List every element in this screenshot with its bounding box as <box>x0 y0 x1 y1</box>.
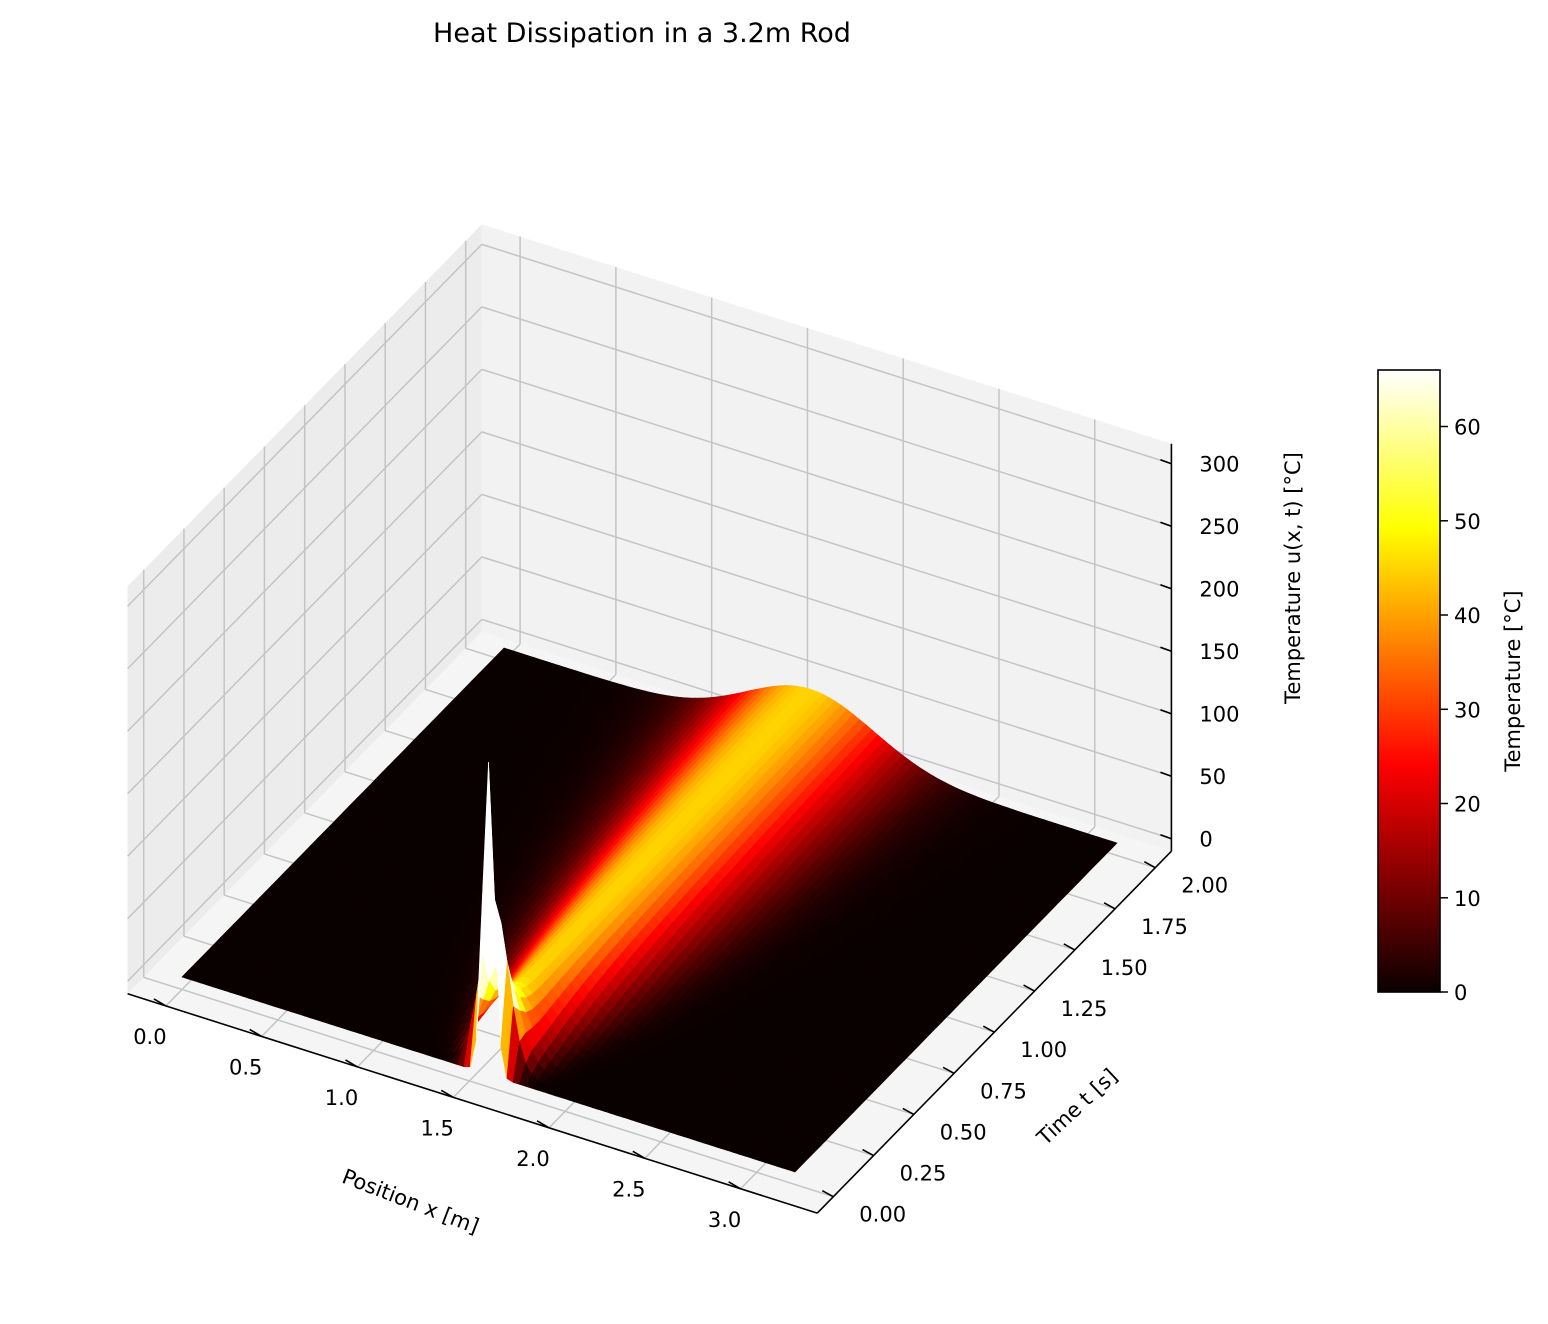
gridline-z-side <box>127 368 483 732</box>
gridline-z-back <box>481 493 1172 715</box>
chart-title: Heat Dissipation in a 3.2m Rod <box>433 18 851 49</box>
gridline-z-side <box>127 306 483 670</box>
gridline-z-back <box>481 368 1172 590</box>
gridline-z-side <box>127 618 483 982</box>
gridline-z-back <box>481 431 1172 652</box>
gridline-y-floor <box>143 976 834 1198</box>
gridline-z-side <box>127 431 483 795</box>
gridline-z-side <box>127 493 483 857</box>
gridline-z-back <box>481 556 1172 777</box>
gridline-z-side <box>127 556 483 920</box>
temperature-surface <box>181 647 1118 1173</box>
gridline-z-back <box>481 306 1172 527</box>
gridline-z-back <box>481 243 1172 465</box>
gridline-z-side <box>127 243 483 607</box>
